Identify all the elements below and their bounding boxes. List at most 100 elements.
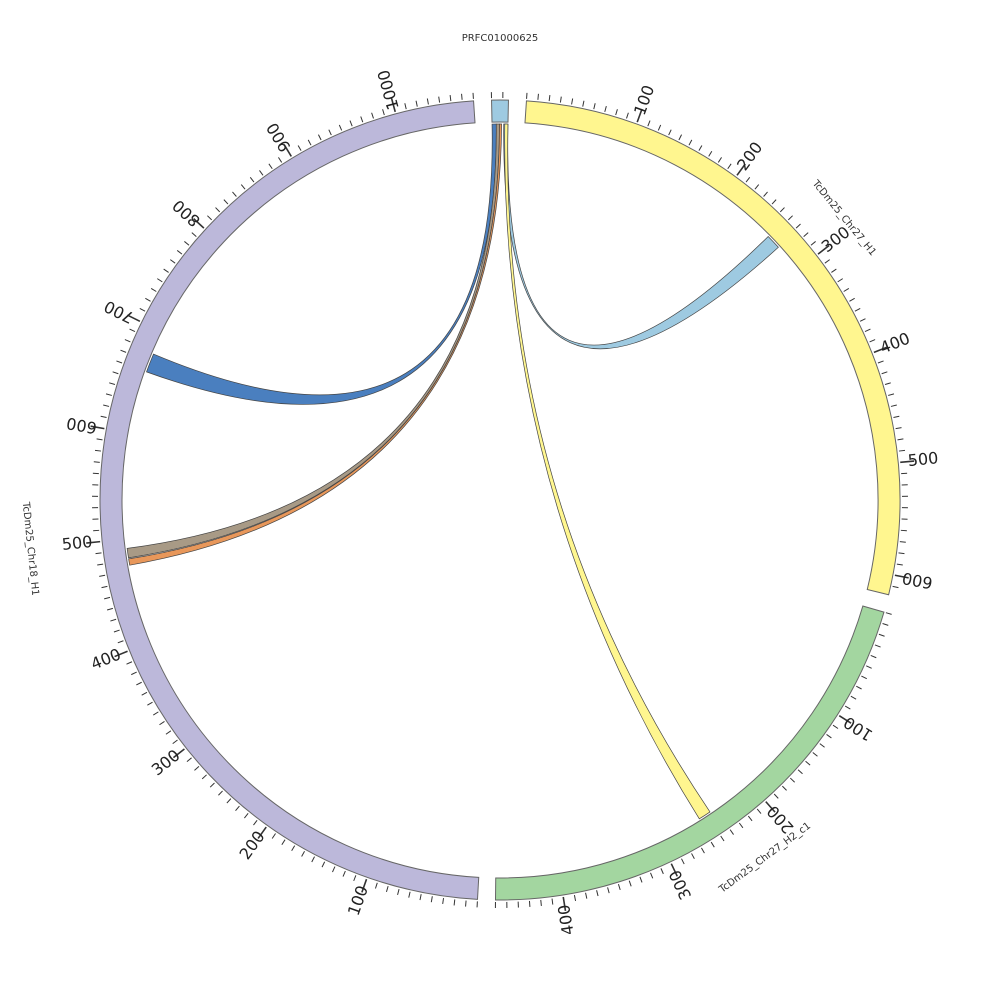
minor-tick (103, 404, 110, 407)
link-prfc-chr27h1-3 (503, 123, 779, 350)
minor-tick (113, 629, 120, 633)
minor-tick (419, 894, 422, 901)
minor-tick (810, 241, 816, 246)
minor-tick (607, 887, 610, 894)
minor-tick (773, 793, 779, 799)
minor-tick (639, 876, 643, 883)
minor-tick (861, 675, 867, 680)
minor-tick (109, 382, 116, 386)
minor-tick (259, 170, 264, 176)
minor-tick (129, 328, 136, 332)
minor-tick (110, 618, 117, 622)
minor-tick (819, 743, 825, 748)
link-prfc-chr27h2-4 (504, 123, 711, 820)
minor-tick (461, 93, 463, 100)
major-tick (900, 460, 915, 464)
minor-tick (141, 691, 148, 696)
minor-tick (207, 215, 213, 221)
minor-tick (892, 585, 899, 589)
minor-tick (153, 711, 159, 716)
major-tick (736, 163, 746, 176)
minor-tick (698, 145, 703, 151)
minor-tick (186, 757, 192, 763)
minor-tick (898, 449, 906, 452)
minor-tick (150, 287, 157, 292)
minor-tick (100, 415, 107, 418)
tick-label-chr18-500: 500 (61, 532, 93, 554)
segment-name-chr27h2: TcDm25_Chr27_H2_c1 (717, 820, 814, 896)
minor-tick (700, 847, 705, 854)
minor-tick (404, 103, 407, 110)
minor-tick (787, 215, 793, 221)
minor-tick (551, 898, 554, 905)
minor-tick (763, 191, 768, 197)
tick-label-chr27h2-300: 300 (665, 867, 695, 903)
minor-tick (877, 360, 884, 364)
minor-tick (101, 585, 108, 589)
tick-label-chr27h1-200: 200 (733, 138, 766, 174)
minor-tick (782, 785, 787, 791)
minor-tick (745, 177, 751, 183)
minor-tick (626, 112, 629, 119)
minor-tick (896, 563, 903, 566)
minor-tick (779, 207, 785, 213)
minor-tick (139, 307, 146, 312)
minor-tick (826, 734, 832, 739)
minor-tick (385, 885, 389, 893)
tick-label-chr18-100: 100 (344, 883, 372, 918)
minor-tick (856, 685, 862, 690)
minor-tick (571, 98, 574, 105)
minor-tick (657, 124, 662, 131)
minor-tick (893, 415, 900, 418)
tick-label-chr18-700: 700 (101, 297, 137, 328)
minor-tick (812, 752, 818, 757)
major-tick (894, 574, 909, 579)
tick-label-chr27h2-400: 400 (554, 903, 578, 936)
minor-tick (157, 278, 163, 283)
minor-tick (789, 777, 796, 783)
tick-label-chr18-400: 400 (88, 644, 123, 673)
minor-tick (710, 841, 715, 848)
tick-label-chr18-900: 900 (262, 119, 294, 155)
tick-label-chr18-300: 300 (148, 746, 184, 780)
minor-tick (449, 95, 452, 102)
minor-tick (408, 891, 411, 898)
segment-name-chr18: TcDm25_Chr18_H1 (20, 501, 41, 597)
minor-tick (165, 730, 172, 735)
minor-tick (849, 297, 855, 302)
minor-tick (771, 199, 777, 205)
minor-tick (854, 307, 861, 312)
minor-tick (301, 851, 305, 857)
minor-tick (147, 701, 153, 706)
minor-tick (240, 184, 246, 190)
minor-tick (426, 98, 429, 105)
minor-tick (353, 875, 357, 882)
minor-tick (244, 813, 249, 819)
minor-tick (548, 95, 551, 102)
major-tick (172, 748, 185, 759)
minor-tick (176, 250, 183, 255)
major-tick (562, 896, 567, 911)
minor-tick (870, 654, 877, 659)
minor-tick (268, 163, 273, 170)
minor-tick (371, 112, 374, 119)
minor-tick (131, 671, 137, 676)
minor-tick (297, 145, 302, 151)
minor-tick (898, 552, 905, 555)
major-tick (838, 715, 852, 724)
minor-tick (201, 774, 207, 780)
minor-tick (865, 665, 872, 669)
minor-tick (209, 782, 215, 788)
minor-tick (573, 894, 577, 902)
major-tick (636, 108, 643, 123)
minor-tick (844, 705, 851, 710)
minor-tick (537, 93, 539, 100)
minor-tick (604, 105, 607, 113)
minor-tick (720, 835, 725, 842)
minor-tick (895, 427, 902, 430)
minor-tick (660, 868, 664, 875)
minor-tick (885, 612, 892, 615)
minor-tick (805, 760, 811, 766)
minor-tick (232, 191, 237, 197)
